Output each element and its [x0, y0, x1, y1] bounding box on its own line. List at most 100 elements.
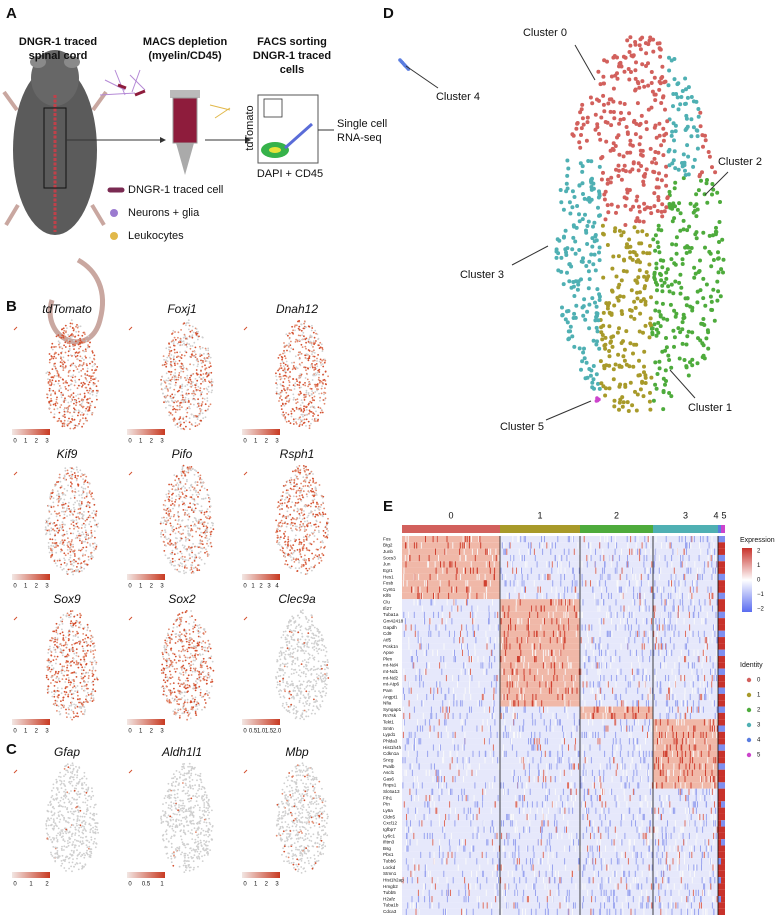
- cell-point: [184, 398, 187, 401]
- gene-name: Sox2: [168, 592, 196, 606]
- cell-point: [186, 374, 189, 377]
- cell-point: [291, 501, 294, 503]
- cell-point: [315, 513, 317, 516]
- cell-point: [94, 548, 97, 550]
- cell-point: [69, 556, 72, 559]
- cell-point: [606, 101, 611, 106]
- cell-point: [323, 361, 326, 364]
- cell-point: [76, 387, 79, 390]
- cell-point: [637, 209, 642, 214]
- cell-point: [72, 543, 74, 546]
- cell-point: [305, 547, 308, 549]
- cell-point: [684, 364, 689, 369]
- cell-point: [211, 678, 213, 681]
- cell-point: [54, 380, 57, 383]
- cell-point: [73, 553, 76, 555]
- cell-point: [204, 358, 206, 361]
- cell-point: [65, 509, 68, 512]
- cell-point: [184, 671, 187, 674]
- cell-point: [183, 572, 186, 575]
- cell-point: [282, 414, 285, 417]
- cell-point: [284, 535, 286, 538]
- cell-point: [61, 510, 63, 513]
- cell-point: [61, 507, 64, 509]
- cell-point: [186, 698, 189, 701]
- cell-point: [289, 567, 292, 569]
- cell-point: [188, 515, 191, 518]
- cell-point: [654, 266, 659, 271]
- cell-point: [189, 403, 192, 405]
- cell-point: [78, 706, 81, 709]
- cell-point: [173, 401, 176, 404]
- cell-point: [67, 339, 70, 342]
- cell-point: [281, 549, 284, 552]
- cell-point: [615, 76, 620, 81]
- cell-point: [81, 425, 83, 428]
- cell-point: [68, 508, 70, 510]
- cell-point: [69, 610, 72, 613]
- cell-point: [677, 280, 682, 285]
- cell-point: [84, 487, 87, 490]
- cell-point: [313, 523, 316, 526]
- cell-point: [197, 414, 200, 417]
- cell-point: [638, 121, 643, 126]
- cell-point: [168, 404, 171, 407]
- cell-point: [58, 558, 61, 561]
- cell-point: [632, 316, 637, 321]
- cell-point: [616, 285, 621, 290]
- cell-point: [194, 386, 197, 389]
- cell-point: [64, 324, 67, 327]
- colorbar-label: 3: [267, 584, 271, 590]
- cell-point: [307, 341, 310, 343]
- cell-point: [290, 340, 292, 343]
- cell-point: [564, 189, 569, 194]
- gene-name: Kif9: [57, 447, 78, 461]
- cell-point: [313, 343, 315, 346]
- cell-point: [196, 358, 199, 360]
- gene-name: tdTomato: [42, 302, 92, 316]
- cell-point: [181, 491, 184, 494]
- cell-point: [305, 474, 308, 477]
- cell-point: [50, 682, 52, 684]
- cell-point: [304, 573, 307, 575]
- cell-point: [178, 617, 181, 619]
- cell-point: [200, 511, 203, 514]
- cell-point: [69, 322, 72, 325]
- cell-point: [45, 519, 47, 522]
- cell-point: [58, 494, 60, 497]
- cell-point: [294, 368, 297, 370]
- cell-point: [48, 401, 51, 404]
- cell-point: [164, 395, 167, 398]
- cell-point: [81, 677, 84, 680]
- cell-point: [276, 506, 279, 509]
- cell-point: [695, 207, 700, 212]
- cell-point: [76, 698, 79, 701]
- cell-point: [60, 420, 62, 422]
- cell-point: [635, 229, 640, 234]
- cell-point: [627, 111, 632, 116]
- cell-point: [298, 353, 301, 356]
- cell-point: [71, 490, 74, 493]
- cell-point: [185, 343, 188, 346]
- cell-point: [286, 546, 289, 549]
- cell-point: [292, 495, 295, 498]
- cell-point: [303, 409, 306, 412]
- cell-point: [90, 495, 93, 498]
- cell-point: [289, 487, 292, 490]
- cell-point: [169, 517, 172, 520]
- cell-point: [310, 388, 313, 390]
- cell-point: [62, 363, 64, 366]
- cell-point: [82, 478, 84, 481]
- cell-point: [86, 406, 89, 408]
- cell-point: [625, 132, 630, 136]
- cell-point: [210, 391, 213, 394]
- cell-point: [68, 638, 71, 641]
- cell-point: [83, 710, 86, 713]
- cell-point: [83, 658, 86, 661]
- cell-point: [180, 698, 182, 701]
- cell-point: [80, 494, 83, 496]
- cell-point: [56, 490, 59, 492]
- cell-point: [191, 535, 194, 538]
- cell-point: [62, 331, 65, 334]
- cell-point: [172, 492, 174, 495]
